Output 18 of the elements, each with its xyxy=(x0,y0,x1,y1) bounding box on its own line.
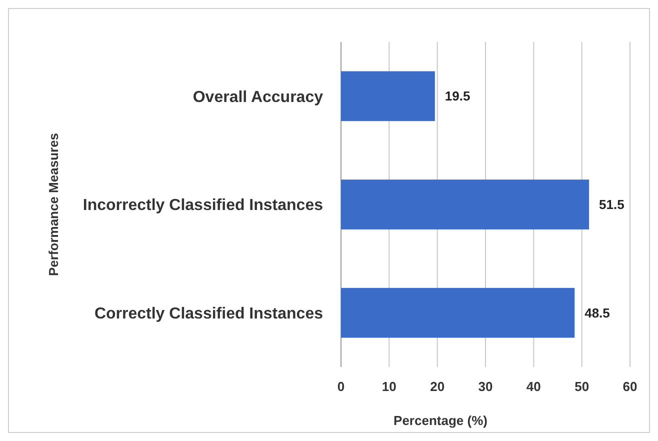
y-tick-label: Correctly Classified Instances xyxy=(94,305,324,322)
x-tick-label: 0 xyxy=(337,379,345,394)
bar xyxy=(341,288,575,338)
data-label: 51.5 xyxy=(599,197,624,212)
x-tick-label: 20 xyxy=(430,379,445,394)
data-label: 48.5 xyxy=(584,305,610,320)
y-axis-title: Performance Measures xyxy=(46,132,61,276)
x-axis-title: Percentage (%) xyxy=(394,413,488,428)
y-tick-label: Incorrectly Classified Instances xyxy=(82,197,324,214)
bar xyxy=(341,71,435,122)
x-tick-label: 30 xyxy=(478,379,493,394)
y-tick-label: Overall Accuracy xyxy=(192,88,324,106)
x-tick-label: 40 xyxy=(526,379,541,394)
x-tick-label: 60 xyxy=(622,379,638,394)
bar xyxy=(341,180,590,230)
data-label: 19.5 xyxy=(444,88,470,104)
x-tick-label: 10 xyxy=(382,379,396,394)
x-tick-label: 50 xyxy=(574,379,590,394)
